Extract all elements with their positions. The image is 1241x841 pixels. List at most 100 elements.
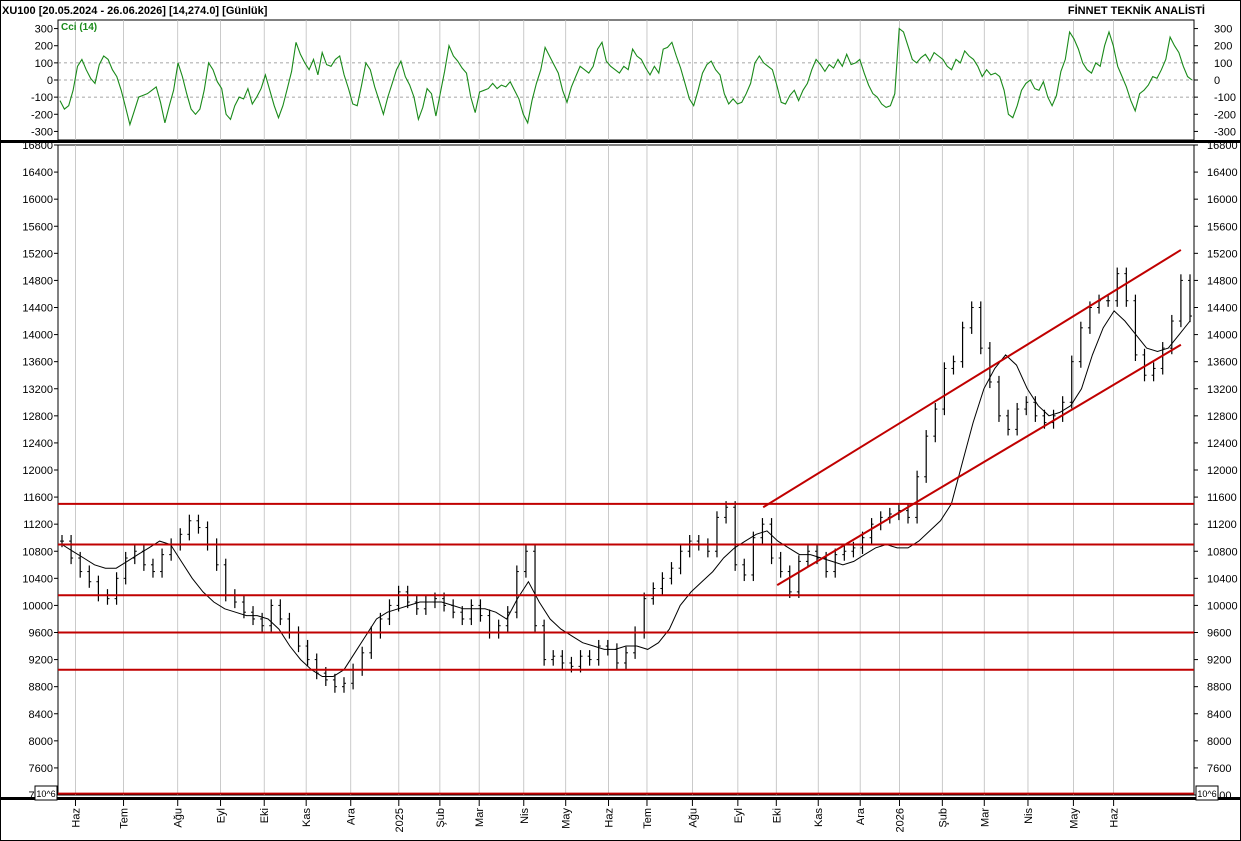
price-y-tick-label: 8000 — [29, 736, 53, 748]
x-tick-label: Nis — [1023, 808, 1035, 824]
price-y-tick-label-right: 10000 — [1207, 600, 1238, 612]
axis-badge-right — [1195, 785, 1219, 801]
price-y-tick-label-right: 12800 — [1207, 411, 1238, 423]
price-y-tick-label-right: 9200 — [1207, 655, 1231, 667]
axis-badge-left-label: 10^6 — [36, 789, 55, 799]
price-y-tick-label: 15200 — [22, 248, 53, 260]
price-y-tick-label: 10800 — [22, 546, 53, 558]
x-tick-label: Mar — [979, 808, 991, 827]
x-tick-label: Ağu — [687, 808, 699, 828]
x-tick-label: Tem — [119, 808, 131, 829]
x-tick-label: Haz — [1109, 808, 1121, 828]
price-y-tick-label: 12400 — [22, 438, 53, 450]
x-tick-label: Şub — [937, 808, 949, 828]
price-y-tick-label: 12800 — [22, 411, 53, 423]
cci-y-tick-label: -300 — [31, 126, 53, 138]
price-y-tick-label: 15600 — [22, 221, 53, 233]
cci-y-tick-label: 300 — [35, 24, 53, 36]
channel-line — [762, 249, 1182, 509]
cci-plot-area — [57, 19, 1195, 141]
price-y-tick-label-right: 13600 — [1207, 357, 1238, 369]
price-y-tick-label-right: 14800 — [1207, 275, 1238, 287]
price-grid — [75, 145, 1115, 795]
cci-series-line — [59, 27, 1193, 127]
price-y-tick-label-right: 14400 — [1207, 303, 1238, 315]
x-tick-label: May — [561, 808, 573, 829]
chart-header-left: XU100 [20.05.2024 - 26.06.2026] [14,274.… — [2, 5, 268, 17]
price-y-tick-label: 12000 — [22, 465, 53, 477]
x-tick-label: 2026 — [895, 808, 907, 832]
price-y-tick-label-right: 12000 — [1207, 465, 1238, 477]
x-tick-label: Haz — [70, 808, 82, 828]
x-tick-label: Eki — [771, 808, 783, 823]
price-y-tick-label: 11600 — [23, 492, 53, 504]
price-y-tick-label-right: 8000 — [1207, 736, 1231, 748]
x-tick-label: Eki — [259, 808, 271, 823]
price-y-tick-label: 14400 — [22, 303, 53, 315]
price-y-tick-label: 13600 — [22, 357, 53, 369]
price-y-tick-label-right: 15600 — [1207, 221, 1238, 233]
price-y-tick-label-right: 16000 — [1207, 194, 1238, 206]
price-y-tick-label: 9200 — [29, 655, 53, 667]
cci-y-tick-label: 200 — [35, 41, 53, 53]
horizontal-levels — [58, 502, 1194, 795]
price-y-tick-label: 9600 — [29, 628, 53, 640]
chart-header-right: FİNNET TEKNİK ANALİSTİ — [1068, 4, 1205, 17]
price-y-tick-label-right: 13200 — [1207, 384, 1238, 396]
price-y-tick-label-right: 16400 — [1207, 167, 1238, 179]
cci-y-tick-label-right: 200 — [1214, 41, 1232, 53]
x-tick-label: Ara — [346, 807, 358, 825]
cci-y-tick-label-right: 300 — [1214, 24, 1232, 36]
price-panel: 16800 16400 16000 15600 15200 14800 14400 14000… — [22, 140, 1237, 802]
price-y-tick-label: 16800 — [22, 140, 53, 152]
cci-y-tick-label: -100 — [31, 92, 53, 104]
x-tick-label: 2025 — [394, 808, 406, 832]
trend-channel — [762, 249, 1182, 586]
x-tick-label: May — [1068, 808, 1080, 829]
price-y-tick-label: 13200 — [22, 384, 53, 396]
cci-grid — [75, 20, 1115, 140]
cci-y-tick-label-right: -300 — [1214, 126, 1236, 138]
price-y-tick-label-right: 11200 — [1207, 519, 1237, 531]
price-y-tick-label: 11200 — [23, 519, 53, 531]
x-axis: Haz Tem Ağu Eyl Eki Kas Ara 2025 Şub Mar Nis May Haz… — [70, 800, 1121, 832]
cci-y-tick-label: -200 — [31, 109, 53, 121]
x-tick-label: Şub — [435, 808, 447, 828]
price-y-tick-label-right: 14000 — [1207, 330, 1238, 342]
x-tick-label: Ara — [855, 807, 867, 825]
price-y-tick-label-right: 8400 — [1207, 709, 1231, 721]
price-y-tick-label-right: 10400 — [1207, 573, 1238, 585]
price-y-tick-label: 8800 — [29, 682, 53, 694]
x-tick-label: Eyl — [216, 808, 228, 823]
axis-badge-left — [34, 785, 58, 801]
price-y-tick-label: 14000 — [22, 330, 53, 342]
cci-y-tick-label-right: -200 — [1214, 109, 1236, 121]
x-tick-label: Nis — [519, 808, 531, 824]
price-y-tick-label-right: 10800 — [1207, 546, 1238, 558]
cci-y-axis-right: 300 200 100 0 -100 -200 -300 — [1194, 24, 1236, 138]
price-y-tick-label-right: 7600 — [1207, 763, 1231, 775]
price-plot-area — [57, 144, 1195, 796]
cci-y-tick-label-right: 0 — [1214, 75, 1220, 87]
x-tick-label: Haz — [604, 808, 616, 828]
price-y-tick-label: 7600 — [29, 763, 53, 775]
axis-badge-right-label: 10^6 — [1197, 789, 1216, 799]
price-y-tick-label: 14800 — [22, 275, 53, 287]
cci-title: Cci (14) — [61, 22, 97, 33]
cci-y-tick-label-right: 100 — [1214, 58, 1232, 70]
x-tick-label: Kas — [813, 808, 825, 827]
price-y-tick-label: 10000 — [22, 600, 53, 612]
x-tick-label: Kas — [301, 808, 313, 827]
price-y-tick-label-right: 8800 — [1207, 682, 1231, 694]
x-tick-label: Tem — [642, 808, 654, 829]
price-y-tick-label-right: 11600 — [1207, 492, 1237, 504]
cci-y-tick-label-right: -100 — [1214, 92, 1236, 104]
price-y-tick-label: 10400 — [22, 573, 53, 585]
panel-separator — [0, 140, 1241, 143]
price-y-axis-right: 16800 16400 16000 15600 15200 14800 14400 14000… — [1194, 140, 1238, 802]
price-y-tick-label: 8400 — [29, 709, 53, 721]
cci-y-axis-left: 300 200 100 0 -100 -200 -300 — [31, 24, 58, 138]
price-y-axis-left: 16800 16400 16000 15600 15200 14800 14400 14000… — [22, 140, 58, 802]
